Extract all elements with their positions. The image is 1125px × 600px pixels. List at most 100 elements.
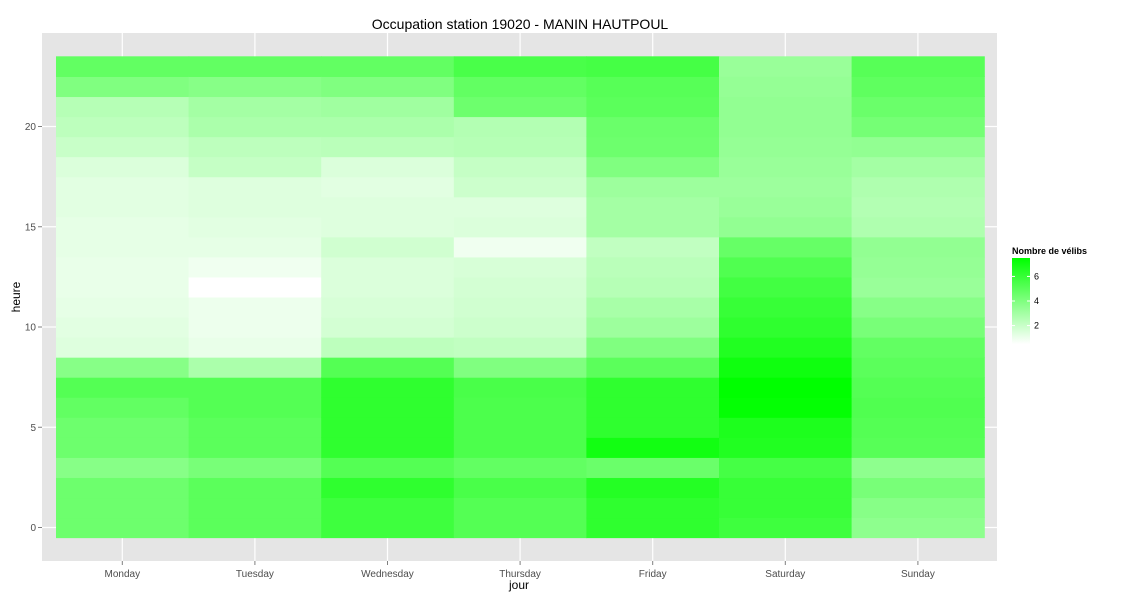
heatmap-cell (851, 196, 985, 218)
heatmap-cell (586, 176, 720, 198)
x-tick-label: Wednesday (361, 569, 414, 580)
heatmap-cell (56, 196, 190, 218)
heatmap-cell (851, 497, 985, 519)
heatmap-cell (188, 397, 322, 418)
heatmap-cell (453, 316, 587, 338)
heatmap-cell (851, 136, 985, 158)
heatmap-cell (719, 76, 853, 98)
heatmap-cell (188, 216, 322, 238)
heatmap-cell (453, 236, 587, 258)
heatmap-cell (56, 437, 190, 458)
heatmap-cell (586, 457, 720, 478)
heatmap-cell (851, 337, 985, 358)
heatmap-cell (56, 116, 190, 138)
heatmap-cell (321, 176, 455, 198)
heatmap-cell (56, 377, 190, 398)
heatmap-cell (719, 357, 853, 378)
heatmap-cell (586, 256, 720, 278)
heatmap-cell (586, 497, 720, 519)
heatmap-cell (453, 56, 587, 77)
heatmap-cell (56, 517, 190, 539)
heatmap-cell (188, 56, 322, 77)
heatmap-cell (188, 196, 322, 218)
heatmap-cell (851, 296, 985, 318)
heatmap-cell (719, 256, 853, 278)
heatmap-cell (56, 136, 190, 158)
legend-ticks: 2 4 6 (1012, 271, 1039, 331)
heatmap-cell (453, 256, 587, 278)
y-tick-label: 10 (25, 323, 37, 334)
heatmap-cell (188, 457, 322, 478)
heatmap-cell (719, 276, 853, 298)
heatmap-cell (321, 377, 455, 398)
heatmap-cell (321, 337, 455, 358)
heatmap-cell (188, 337, 322, 358)
heatmap-cell (719, 477, 853, 499)
heatmap-cell (586, 136, 720, 158)
heatmap-cell (321, 116, 455, 138)
heatmap-cell (188, 517, 322, 539)
heatmap-cell (321, 256, 455, 278)
heatmap-cell (719, 296, 853, 318)
heatmap-cell (586, 56, 720, 77)
heatmap-cell (586, 96, 720, 118)
heatmap-cell (851, 76, 985, 98)
heatmap-cell (851, 156, 985, 178)
heatmap-cell (453, 296, 587, 318)
heatmap-cell (321, 437, 455, 458)
heatmap-cell (188, 156, 322, 178)
heatmap-cell (719, 316, 853, 338)
heatmap-cell (188, 256, 322, 278)
heatmap-cell (188, 276, 322, 298)
heatmap-cell (851, 116, 985, 138)
heatmap-cell (453, 136, 587, 158)
heatmap-cell (56, 96, 190, 118)
legend-tick-label: 6 (1034, 271, 1039, 281)
heatmap-cell (719, 397, 853, 418)
heatmap-cell (321, 96, 455, 118)
heatmap-cell (851, 357, 985, 378)
heatmap-cell (56, 176, 190, 198)
heatmap-cell (719, 236, 853, 258)
heatmap-cells (56, 56, 985, 539)
heatmap-cell (453, 76, 587, 98)
heatmap-cell (453, 156, 587, 178)
heatmap-cell (321, 497, 455, 519)
heatmap-cell (321, 316, 455, 338)
heatmap-cell (188, 116, 322, 138)
heatmap-cell (851, 477, 985, 499)
heatmap-cell (56, 216, 190, 238)
heatmap-cell (586, 196, 720, 218)
heatmap-cell (321, 76, 455, 98)
heatmap-cell (851, 236, 985, 258)
heatmap-cell (56, 156, 190, 178)
heatmap-cell (56, 316, 190, 338)
heatmap-cell (586, 296, 720, 318)
heatmap-cell (321, 397, 455, 418)
chart-title: Occupation station 19020 - MANIN HAUTPOU… (372, 16, 669, 32)
heatmap-cell (321, 457, 455, 478)
heatmap-cell (851, 216, 985, 238)
heatmap-cell (56, 397, 190, 418)
y-tick-label: 15 (25, 222, 37, 233)
heatmap-cell (321, 517, 455, 539)
heatmap-cell (586, 397, 720, 418)
color-legend: Nombre de vélibs 2 4 6 (1012, 246, 1087, 344)
heatmap-cell (56, 296, 190, 318)
heatmap-cell (719, 156, 853, 178)
heatmap-cell (453, 357, 587, 378)
x-tick-label: Monday (105, 569, 141, 580)
heatmap-cell (321, 156, 455, 178)
heatmap-cell (321, 357, 455, 378)
heatmap-cell (851, 397, 985, 418)
y-axis: 0 5 10 15 20 (25, 122, 42, 534)
heatmap-cell (719, 377, 853, 398)
heatmap-cell (321, 216, 455, 238)
heatmap-cell (321, 276, 455, 298)
x-axis-title: jour (508, 578, 529, 592)
legend-title: Nombre de vélibs (1012, 246, 1087, 256)
heatmap-cell (56, 76, 190, 98)
heatmap-cell (56, 477, 190, 499)
heatmap-cell (188, 296, 322, 318)
heatmap-cell (321, 477, 455, 499)
